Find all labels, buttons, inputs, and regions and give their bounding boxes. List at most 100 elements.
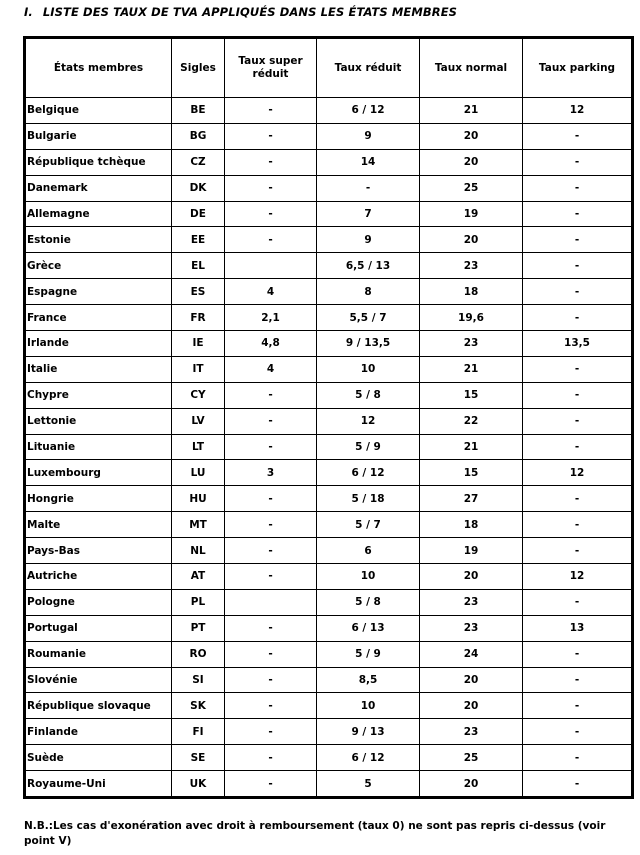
- cell-code: FR: [171, 304, 225, 332]
- cell-member-state: Luxembourg: [24, 459, 172, 487]
- cell-reduced-rate: 6: [316, 537, 420, 565]
- cell-member-state: Portugal: [24, 614, 172, 642]
- cell-member-state: Roumanie: [24, 640, 172, 668]
- cell-reduced-rate: 6 / 12: [316, 744, 420, 772]
- table-row: Roumanie RO -5 / 9 24-: [24, 640, 633, 668]
- cell-member-state: Danemark: [24, 174, 172, 202]
- cell-reduced-rate: 5,5 / 7: [316, 304, 420, 332]
- section-title: I. LISTE DES TAUX DE TVA APPLIQUÉS DANS L…: [24, 5, 457, 19]
- cell-reduced-rate: 8: [316, 278, 420, 306]
- vat-rates-table: États membres Sigles Taux super réduit T…: [23, 36, 634, 800]
- cell-member-state: Lituanie: [24, 433, 172, 461]
- cell-super-reduced-rate: 2,1: [224, 304, 317, 332]
- table-row: Bulgarie BG -9 20-: [24, 122, 633, 150]
- cell-parking-rate: 12: [522, 97, 633, 124]
- cell-reduced-rate: 9: [316, 122, 420, 150]
- cell-super-reduced-rate: -: [224, 537, 317, 565]
- cell-standard-rate: 20: [419, 770, 523, 799]
- header-super-reduced-rate: Taux super réduit: [224, 37, 317, 98]
- table-row: Irlande IE 4,8 9 / 13,5 23 13,5: [24, 330, 633, 357]
- cell-standard-rate: 23: [419, 614, 523, 642]
- table-row: Suède SE -6 / 12 25-: [24, 744, 633, 772]
- cell-standard-rate: 15: [419, 381, 523, 409]
- cell-super-reduced-rate: -: [224, 770, 317, 799]
- cell-standard-rate: 25: [419, 174, 523, 202]
- cell-parking-rate: 13,5: [522, 330, 633, 357]
- table-row: Malte MT -5 / 7 18-: [24, 511, 633, 539]
- cell-member-state: France: [24, 304, 172, 332]
- cell-standard-rate: 25: [419, 744, 523, 772]
- cell-standard-rate: 23: [419, 718, 523, 746]
- cell-parking-rate: -: [522, 304, 633, 332]
- table-row: Allemagne DE -7 19-: [24, 200, 633, 228]
- cell-super-reduced-rate: -: [224, 174, 317, 202]
- cell-member-state: Bulgarie: [24, 122, 172, 150]
- cell-standard-rate: 23: [419, 588, 523, 616]
- cell-parking-rate: -: [522, 278, 633, 306]
- cell-code: EE: [171, 226, 225, 254]
- cell-super-reduced-rate: 4: [224, 278, 317, 306]
- cell-super-reduced-rate: -: [224, 640, 317, 668]
- cell-reduced-rate: 7: [316, 200, 420, 228]
- cell-member-state: Malte: [24, 511, 172, 539]
- cell-standard-rate: 20: [419, 692, 523, 720]
- cell-standard-rate: 18: [419, 511, 523, 539]
- cell-parking-rate: -: [522, 511, 633, 539]
- cell-standard-rate: 20: [419, 122, 523, 150]
- section-title-text: LISTE DES TAUX DE TVA APPLIQUÉS DANS LES…: [42, 5, 458, 19]
- cell-reduced-rate: 5 / 18: [316, 485, 420, 513]
- table-row: Pologne PL 5 / 8 23-: [24, 588, 633, 616]
- table-row: Luxembourg LU 3 6 / 12 15 12: [24, 459, 633, 487]
- header-standard-rate: Taux normal: [419, 37, 523, 98]
- cell-standard-rate: 23: [419, 330, 523, 357]
- cell-parking-rate: -: [522, 666, 633, 694]
- cell-parking-rate: -: [522, 148, 633, 176]
- cell-code: IT: [171, 355, 225, 383]
- cell-code: PT: [171, 614, 225, 642]
- cell-member-state: Espagne: [24, 278, 172, 306]
- table-row: Belgique BE -6 / 12 21 12: [24, 97, 633, 124]
- cell-reduced-rate: 12: [316, 407, 420, 435]
- cell-reduced-rate: 6 / 13: [316, 614, 420, 642]
- cell-code: ES: [171, 278, 225, 306]
- cell-code: PL: [171, 588, 225, 616]
- cell-code: NL: [171, 537, 225, 565]
- cell-code: IE: [171, 330, 225, 357]
- cell-code: AT: [171, 563, 225, 590]
- table-row: France FR 2,1 5,5 / 7 19,6-: [24, 304, 633, 332]
- cell-super-reduced-rate: -: [224, 511, 317, 539]
- cell-standard-rate: 20: [419, 226, 523, 254]
- cell-super-reduced-rate: -: [224, 692, 317, 720]
- header-parking-rate: Taux parking: [522, 37, 633, 98]
- header-codes: Sigles: [171, 37, 225, 98]
- cell-member-state: Estonie: [24, 226, 172, 254]
- cell-reduced-rate: 6,5 / 13: [316, 252, 420, 280]
- table-row: Portugal PT -6 / 13 23 13: [24, 614, 633, 642]
- cell-standard-rate: 20: [419, 148, 523, 176]
- section-number: I.: [24, 5, 33, 19]
- cell-parking-rate: -: [522, 200, 633, 228]
- cell-parking-rate: -: [522, 226, 633, 254]
- cell-super-reduced-rate: 3: [224, 459, 317, 487]
- cell-super-reduced-rate: -: [224, 226, 317, 254]
- cell-reduced-rate: -: [316, 174, 420, 202]
- table-row: Autriche AT -10 20 12: [24, 563, 633, 590]
- cell-member-state: Royaume-Uni: [24, 770, 172, 799]
- cell-code: LT: [171, 433, 225, 461]
- cell-standard-rate: 20: [419, 666, 523, 694]
- table-row: Estonie EE -9 20-: [24, 226, 633, 254]
- cell-reduced-rate: 5 / 9: [316, 640, 420, 668]
- cell-member-state: Pays-Bas: [24, 537, 172, 565]
- cell-reduced-rate: 6 / 12: [316, 97, 420, 124]
- cell-parking-rate: -: [522, 381, 633, 409]
- cell-reduced-rate: 5 / 9: [316, 433, 420, 461]
- cell-reduced-rate: 14: [316, 148, 420, 176]
- table-row: Espagne ES 4 8 18-: [24, 278, 633, 306]
- cell-standard-rate: 18: [419, 278, 523, 306]
- cell-member-state: République slovaque: [24, 692, 172, 720]
- table-row: Lettonie LV -12 22-: [24, 407, 633, 435]
- cell-code: SI: [171, 666, 225, 694]
- cell-reduced-rate: 8,5: [316, 666, 420, 694]
- cell-parking-rate: 12: [522, 459, 633, 487]
- cell-standard-rate: 19,6: [419, 304, 523, 332]
